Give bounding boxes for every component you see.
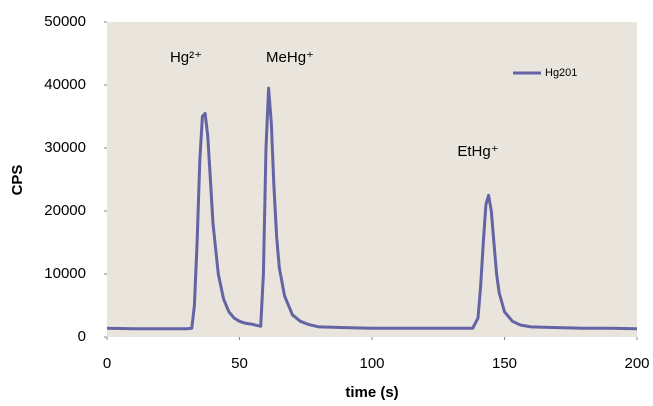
peak-annotation: EtHg⁺ <box>457 143 498 160</box>
y-tick-label: 10000 <box>44 265 86 282</box>
y-axis-title: CPS <box>9 165 26 196</box>
x-tick-label: 150 <box>492 355 517 372</box>
x-axis-title: time (s) <box>345 384 398 401</box>
y-tick-label: 50000 <box>44 13 86 30</box>
x-tick-label: 100 <box>359 355 384 372</box>
y-tick-label: 0 <box>78 328 86 345</box>
y-tick-label: 30000 <box>44 139 86 156</box>
legend-label: Hg201 <box>545 67 577 79</box>
peak-annotation: Hg²⁺ <box>170 49 202 66</box>
y-tick-label: 20000 <box>44 202 86 219</box>
x-tick-label: 200 <box>624 355 649 372</box>
x-tick-label: 0 <box>103 355 111 372</box>
peak-annotation: MeHg⁺ <box>266 49 314 66</box>
data-line <box>106 86 638 331</box>
x-tick-label: 50 <box>231 355 248 372</box>
y-tick-label: 40000 <box>44 76 86 93</box>
